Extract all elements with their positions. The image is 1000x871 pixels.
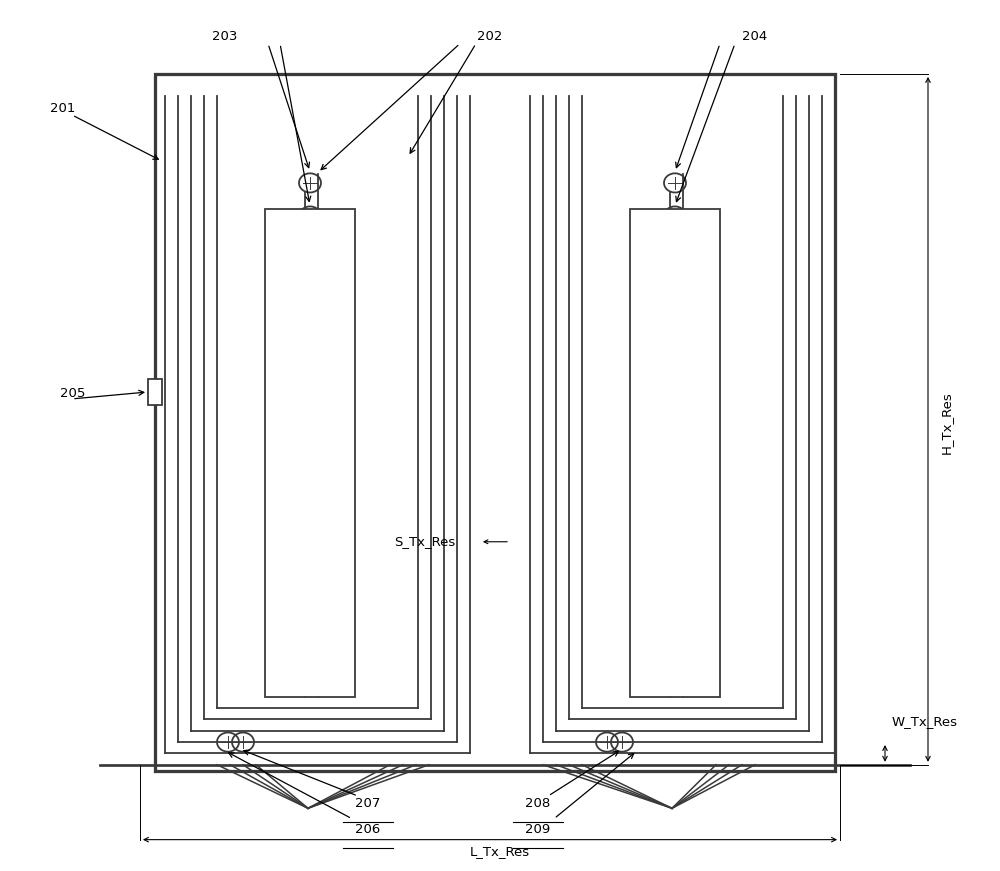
- Text: 208: 208: [525, 797, 551, 809]
- Text: S_Tx_Res: S_Tx_Res: [394, 536, 455, 548]
- Text: 202: 202: [477, 30, 503, 43]
- Bar: [148, 379, 162, 405]
- Text: 207: 207: [355, 797, 381, 809]
- Text: W_Tx_Res: W_Tx_Res: [892, 715, 958, 727]
- Text: H_Tx_Res: H_Tx_Res: [940, 391, 953, 454]
- Text: 204: 204: [742, 30, 768, 43]
- Text: 206: 206: [355, 823, 381, 835]
- Text: 203: 203: [212, 30, 238, 43]
- Text: L_Tx_Res: L_Tx_Res: [470, 846, 530, 858]
- Text: 201: 201: [50, 103, 75, 115]
- Bar: [630, 209, 720, 697]
- Text: 205: 205: [60, 388, 85, 400]
- Bar: [155, 74, 835, 771]
- Bar: [265, 209, 355, 697]
- Text: 209: 209: [525, 823, 551, 835]
